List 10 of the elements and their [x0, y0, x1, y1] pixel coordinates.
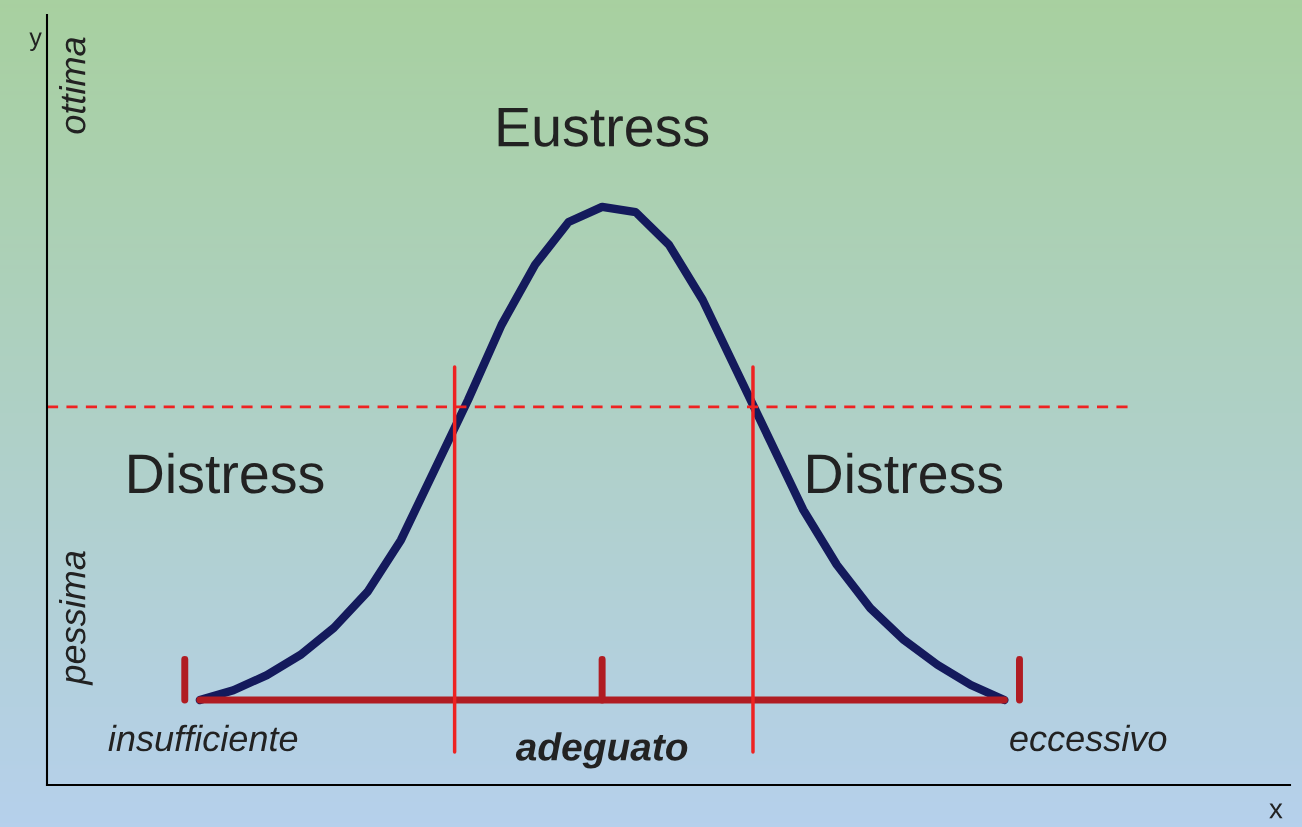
- annotation: insufficiente: [108, 724, 298, 752]
- annotation: Distress: [808, 452, 1003, 494]
- text: Eustress: [498, 107, 709, 147]
- text: ottima: [59, 37, 86, 134]
- annotation: Distress: [129, 452, 324, 494]
- text: x: [1269, 803, 1283, 819]
- text: y: [29, 32, 42, 51]
- text: eccessivo: [1010, 724, 1167, 752]
- text: pessima: [59, 551, 93, 686]
- annotation: adeguato: [515, 732, 688, 769]
